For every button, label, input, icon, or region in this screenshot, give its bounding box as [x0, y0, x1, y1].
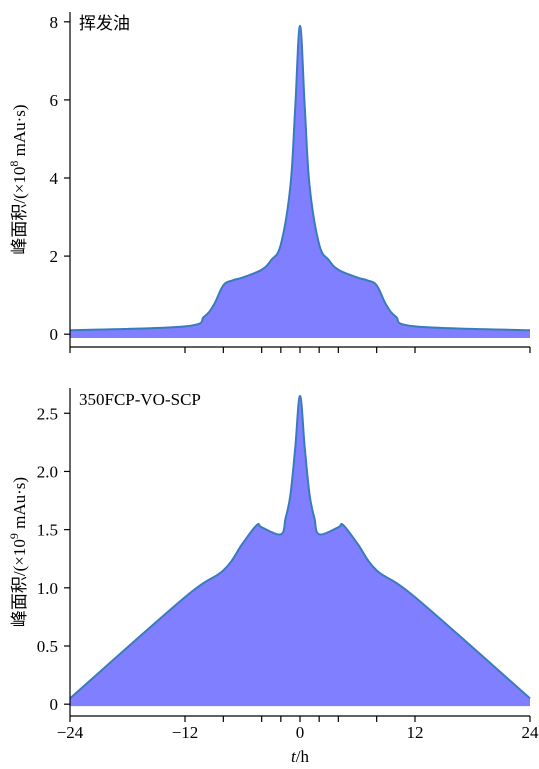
y-axis-title: 峰面积/(×108 mAu·s): [7, 104, 29, 254]
panel-title: 挥发油: [79, 14, 130, 33]
x-tick-label: −24: [57, 723, 84, 742]
y-tick-label: 4: [50, 169, 59, 188]
series-line: [69, 394, 531, 700]
y-axis-title-unit: mAu·s): [10, 104, 29, 160]
x-axis-title-unit: /h: [296, 747, 310, 766]
panel-title: 350FCP-VO-SCP: [79, 390, 201, 409]
y-axis-title-unit: mAu·s): [10, 477, 29, 533]
y-axis-title-text: 峰面积/(×10: [10, 539, 29, 627]
y-tick-label: 1.5: [37, 521, 58, 540]
x-axis-title-symbol: t: [291, 747, 297, 766]
x-axis-title: t/h: [291, 747, 309, 766]
y-tick-label: 0: [50, 325, 59, 344]
y-axis-title-exponent: 9: [7, 533, 21, 539]
y-tick-label: 0.5: [37, 637, 58, 656]
x-tick-label: 0: [296, 723, 305, 742]
x-tick-label: 24: [522, 723, 539, 742]
y-tick-label: 6: [50, 91, 59, 110]
area-fill: [70, 395, 530, 707]
y-axis-title-exponent: 8: [7, 161, 21, 167]
y-axis-title-text: 峰面积/(×10: [10, 167, 29, 255]
x-tick-label: −12: [172, 723, 199, 742]
series-line: [69, 24, 531, 332]
panel-350fcp-vo-scp: 0 0.5 1.0 1.5 2.0 2.5 −24 −12 0 12 24 350FCP-VO-SCP…: [7, 388, 539, 742]
y-tick-label: 8: [50, 13, 59, 32]
area-fill: [70, 25, 530, 339]
y-tick-label: 2: [50, 247, 59, 266]
y-tick-label: 2.5: [37, 404, 58, 423]
y-tick-label: 1.0: [37, 579, 58, 598]
x-tick-label: 12: [407, 723, 424, 742]
y-tick-label: 2.0: [37, 462, 58, 481]
y-axis-title: 峰面积/(×109 mAu·s): [7, 477, 29, 627]
y-tick-label: 0: [50, 695, 59, 714]
